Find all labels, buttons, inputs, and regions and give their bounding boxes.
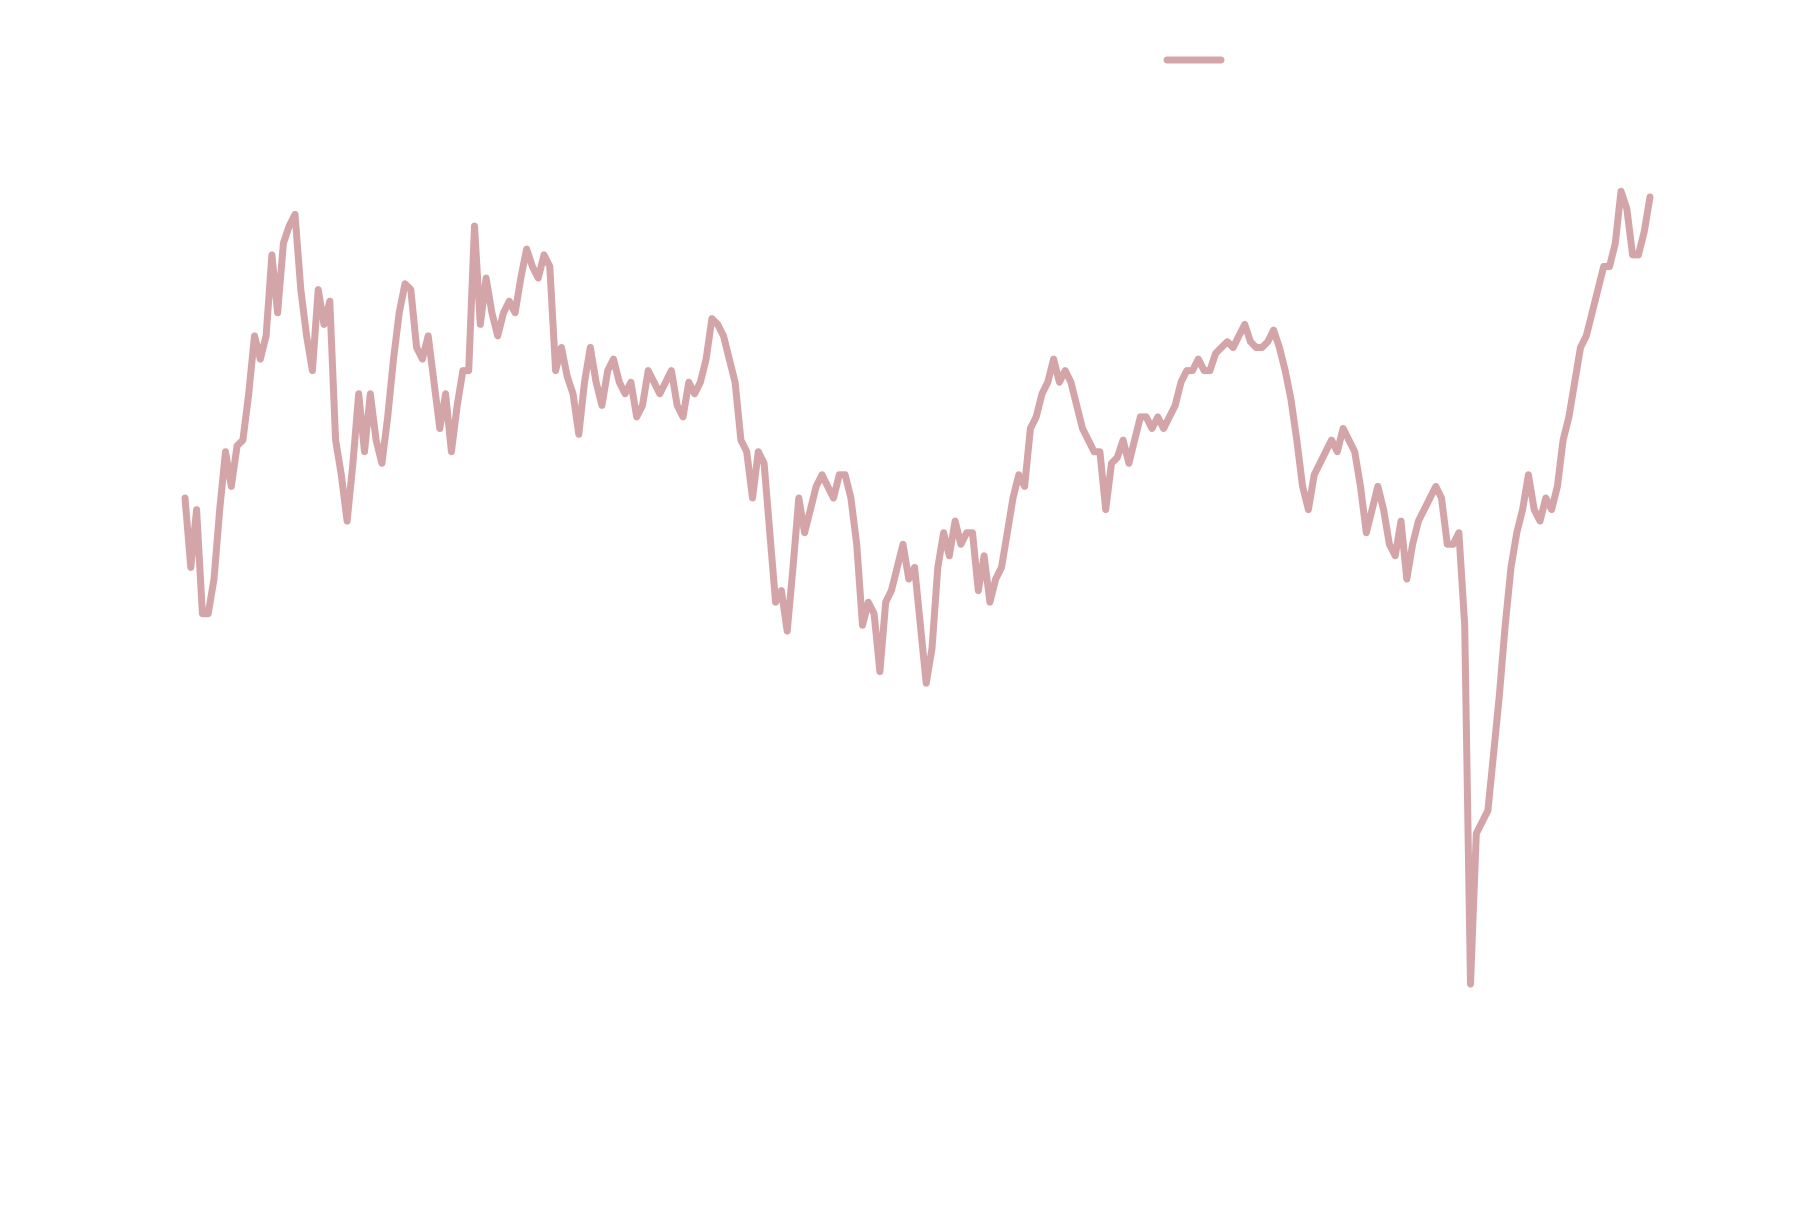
data-line bbox=[181, 187, 1654, 988]
